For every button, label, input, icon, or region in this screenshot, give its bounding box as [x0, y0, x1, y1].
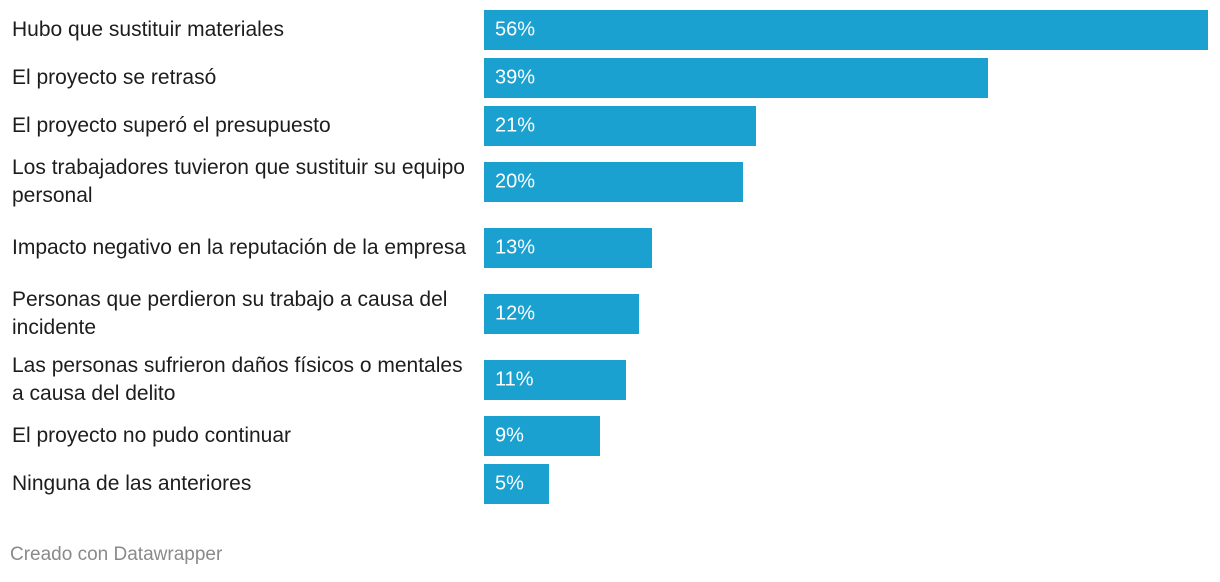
bar-value-label: 5% — [495, 472, 524, 495]
bar-value-label: 56% — [495, 18, 536, 41]
bar: 11% — [484, 360, 626, 400]
bar: 21% — [484, 106, 756, 146]
bar-chart: Hubo que sustituir materiales 56% El proye… — [12, 10, 1208, 504]
category-label: Hubo que sustituir materiales — [12, 18, 284, 41]
bar: 13% — [484, 228, 652, 268]
bar: 39% — [484, 58, 988, 98]
category-label: Las personas sufrieron daños físicos o m… — [12, 354, 463, 405]
bar: 5% — [484, 464, 549, 504]
category-label: Los trabajadores tuvieron que sustituir … — [12, 156, 465, 207]
bar-value-label: 9% — [495, 424, 524, 447]
bar: 9% — [484, 416, 600, 456]
category-label: Ninguna de las anteriores — [12, 472, 252, 495]
bar: 20% — [484, 162, 743, 202]
credit-footer: Creado con Datawrapper — [10, 544, 223, 565]
category-label: El proyecto superó el presupuesto — [12, 114, 331, 137]
bar-value-label: 39% — [495, 66, 536, 89]
category-label: Impacto negativo en la reputación de la … — [12, 236, 467, 259]
bar-value-label: 21% — [495, 114, 536, 137]
category-label: Personas que perdieron su trabajo a caus… — [12, 288, 448, 339]
bar: 12% — [484, 294, 639, 334]
category-label: El proyecto se retrasó — [12, 66, 217, 89]
bar-value-label: 13% — [495, 236, 536, 259]
category-label: El proyecto no pudo continuar — [12, 424, 292, 447]
bar-value-label: 12% — [495, 302, 536, 325]
bar-value-label: 20% — [495, 170, 536, 193]
bar-value-label: 11% — [495, 368, 534, 391]
bar: 56% — [484, 10, 1208, 50]
